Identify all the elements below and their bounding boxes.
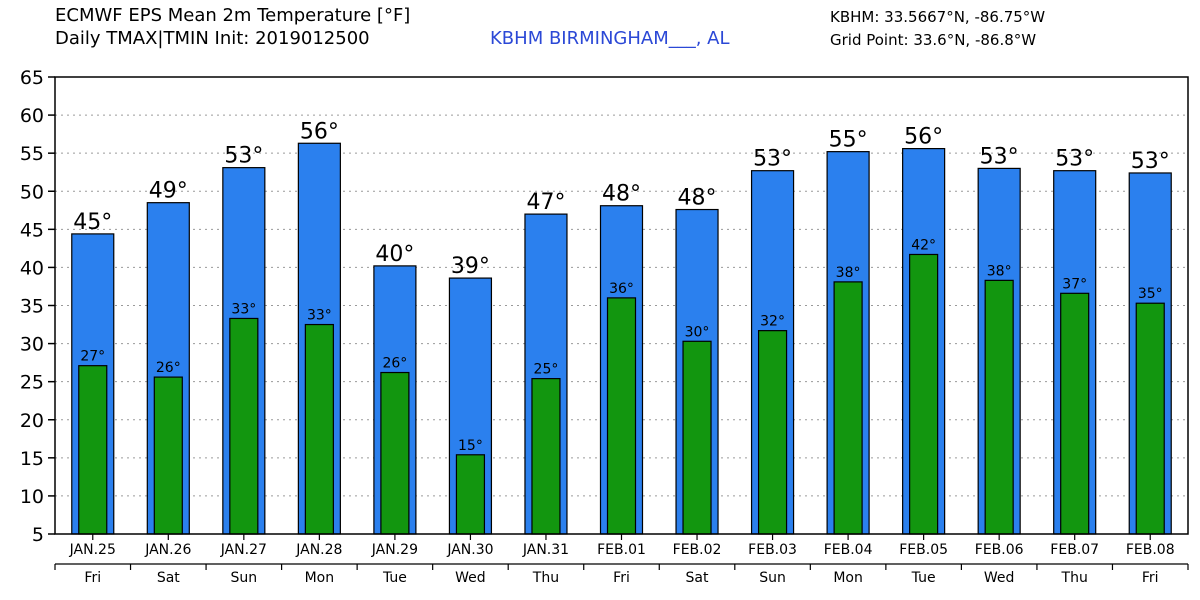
x-day-label: Sat — [157, 570, 180, 586]
y-tick-label: 60 — [20, 105, 44, 127]
chart-subtitle: Daily TMAX|TMIN Init: 2019012500 — [55, 28, 370, 49]
tmin-bar — [757, 330, 788, 535]
y-tick-label: 65 — [20, 67, 44, 89]
y-tick-label: 40 — [20, 257, 44, 279]
y-tick-label: 50 — [20, 181, 44, 203]
y-tick-label: 45 — [20, 219, 44, 241]
tmin-label: 26° — [156, 360, 181, 376]
y-tick-label: 30 — [20, 334, 44, 356]
x-day-label: Sun — [759, 570, 786, 586]
tmax-label: 45° — [73, 210, 112, 235]
tmax-label: 53° — [224, 144, 263, 169]
tmin-bar — [455, 454, 486, 535]
x-date-label: JAN.31 — [522, 542, 569, 558]
tmin-label: 33° — [307, 308, 332, 324]
tmax-label: 40° — [375, 242, 414, 267]
tmin-bar — [606, 297, 637, 535]
tmin-bar — [1135, 302, 1165, 535]
x-day-label: Fri — [613, 570, 630, 586]
tmin-label: 33° — [231, 301, 256, 317]
tmax-label: 56° — [300, 119, 339, 144]
x-date-label: FEB.06 — [975, 542, 1024, 558]
tmax-label: 53° — [980, 144, 1019, 169]
tmin-label: 32° — [760, 314, 785, 330]
x-date-label: FEB.08 — [1126, 542, 1175, 558]
y-tick-label: 10 — [20, 486, 44, 508]
y-tick-label: 55 — [20, 143, 44, 165]
x-day-label: Sun — [231, 570, 258, 586]
tmin-bar — [1060, 292, 1090, 535]
tmax-label: 49° — [149, 179, 188, 204]
x-day-label: Thu — [1061, 570, 1088, 586]
x-day-label: Fri — [1142, 570, 1159, 586]
chart-title: ECMWF EPS Mean 2m Temperature [°F] — [55, 5, 411, 26]
x-date-label: JAN.30 — [446, 542, 493, 558]
tmin-label: 38° — [836, 265, 861, 281]
tmin-bar — [984, 279, 1014, 535]
station-name: KBHM BIRMINGHAM___, AL — [490, 28, 730, 49]
y-tick-label: 5 — [32, 524, 44, 546]
tmin-bar — [229, 317, 259, 535]
tmin-label: 35° — [1138, 286, 1163, 302]
x-date-label: FEB.03 — [748, 542, 797, 558]
y-tick-label: 20 — [20, 410, 44, 432]
y-tick-label: 35 — [20, 296, 44, 318]
tmin-bar — [380, 371, 410, 535]
x-axis: JAN.25 Fri JAN.26 Sat JAN.27 Sun JAN.28 Mon JAN.… — [54, 534, 1189, 586]
x-day-label: Wed — [984, 570, 1015, 586]
tmax-label: 39° — [451, 254, 490, 279]
tmax-label: 48° — [678, 186, 717, 211]
tmin-label: 27° — [80, 349, 105, 365]
tmin-label: 15° — [458, 438, 483, 454]
x-date-label: FEB.07 — [1050, 542, 1099, 558]
tmax-label: 53° — [753, 147, 792, 172]
tmin-bar — [531, 378, 561, 535]
x-day-label: Mon — [833, 570, 863, 586]
station-coordinates: KBHM: 33.5667°N, -86.75°W — [830, 8, 1046, 26]
x-date-label: FEB.05 — [899, 542, 948, 558]
tmax-label: 48° — [602, 182, 641, 207]
tmax-label: 56° — [904, 125, 943, 150]
x-day-label: Tue — [911, 570, 936, 586]
tmin-bar — [78, 365, 108, 535]
tmin-bar — [304, 323, 334, 535]
x-day-label: Fri — [84, 570, 101, 586]
tmax-label: 53° — [1055, 147, 1094, 172]
tmin-label: 30° — [685, 324, 710, 340]
tmax-label: 53° — [1131, 149, 1170, 174]
tmin-label: 38° — [987, 263, 1012, 279]
x-day-label: Wed — [455, 570, 486, 586]
tmin-label: 26° — [382, 356, 407, 372]
tmin-bar — [833, 281, 863, 535]
x-date-label: JAN.25 — [69, 542, 116, 558]
tmin-label: 36° — [609, 281, 634, 297]
x-date-label: FEB.02 — [673, 542, 722, 558]
tmin-bar — [682, 340, 712, 535]
x-date-label: FEB.04 — [824, 542, 873, 558]
y-tick-label: 15 — [20, 448, 44, 470]
bars: 45° 27° 49° 26° 53° 33° 56° 33° 40° 26° 39° 15° 47° 2… — [71, 119, 1172, 535]
y-tick-label: 25 — [20, 372, 44, 394]
tmax-label: 55° — [829, 128, 868, 153]
x-day-label: Thu — [532, 570, 559, 586]
x-date-label: JAN.29 — [371, 542, 418, 558]
tmin-bar — [909, 253, 939, 535]
x-date-label: JAN.26 — [144, 542, 191, 558]
x-date-label: JAN.27 — [220, 542, 267, 558]
x-day-label: Tue — [382, 570, 407, 586]
y-axis: 5 10 15 20 25 30 35 40 45 50 55 60 65 — [20, 67, 55, 546]
grid-point-coordinates: Grid Point: 33.6°N, -86.8°W — [830, 31, 1037, 49]
tmin-bar — [153, 376, 183, 535]
tmin-label: 42° — [911, 237, 936, 253]
x-date-label: JAN.28 — [295, 542, 342, 558]
x-date-label: FEB.01 — [597, 542, 646, 558]
tmin-label: 37° — [1062, 276, 1087, 292]
tmin-label: 25° — [534, 362, 559, 378]
x-day-label: Mon — [305, 570, 335, 586]
x-day-label: Sat — [686, 570, 709, 586]
tmax-label: 47° — [526, 190, 565, 215]
